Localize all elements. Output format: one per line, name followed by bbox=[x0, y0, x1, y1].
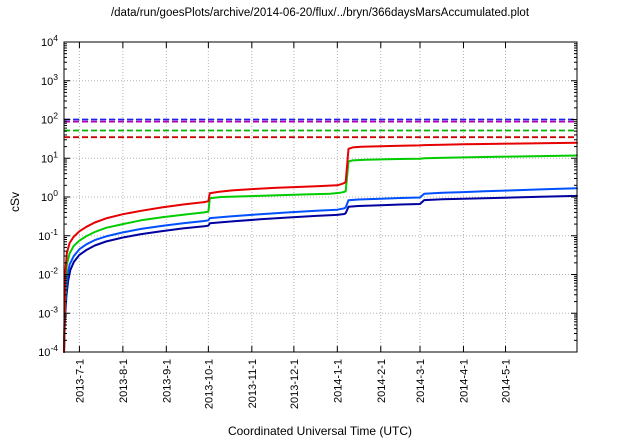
x-tick-label: 2014-3-1 bbox=[415, 359, 427, 403]
series-line-blue-accumulated-dose bbox=[63, 187, 578, 353]
x-tick-label: 2013-10-1 bbox=[203, 359, 215, 409]
x-tick-label: 2014-2-1 bbox=[376, 359, 388, 403]
y-tick-label: 10-2 bbox=[38, 266, 58, 282]
plot-title: /data/run/goesPlots/archive/2014-06-20/f… bbox=[110, 7, 530, 19]
x-tick-label: 2013-8-1 bbox=[118, 359, 130, 403]
y-tick-label: 10-3 bbox=[38, 304, 58, 320]
x-tick-label: 2014-4-1 bbox=[458, 359, 470, 403]
x-tick-label: 2013-11-1 bbox=[247, 359, 259, 408]
series-line-darkblue-accumulated-dose bbox=[63, 194, 578, 353]
series-line-red-accumulated-dose bbox=[63, 141, 578, 353]
y-tick-label: 104 bbox=[41, 33, 58, 49]
y-tick-label: 102 bbox=[41, 111, 58, 127]
y-tick-label: 10-4 bbox=[38, 343, 58, 359]
x-axis-label: Coordinated Universal Time (UTC) bbox=[227, 424, 413, 438]
x-tick-label: 2013-9-1 bbox=[161, 359, 173, 403]
x-tick-label: 2014-5-1 bbox=[501, 359, 513, 403]
x-tick-label: 2013-7-1 bbox=[74, 359, 86, 403]
y-tick-label: 103 bbox=[41, 72, 58, 88]
y-tick-label: 100 bbox=[41, 188, 58, 204]
x-tick-label: 2013-12-1 bbox=[289, 359, 301, 409]
y-tick-label: 10-1 bbox=[38, 227, 58, 243]
x-tick-label: 2014-1-1 bbox=[332, 359, 344, 403]
y-tick-label: 101 bbox=[41, 149, 58, 165]
series-line-green-accumulated-dose bbox=[63, 154, 578, 353]
